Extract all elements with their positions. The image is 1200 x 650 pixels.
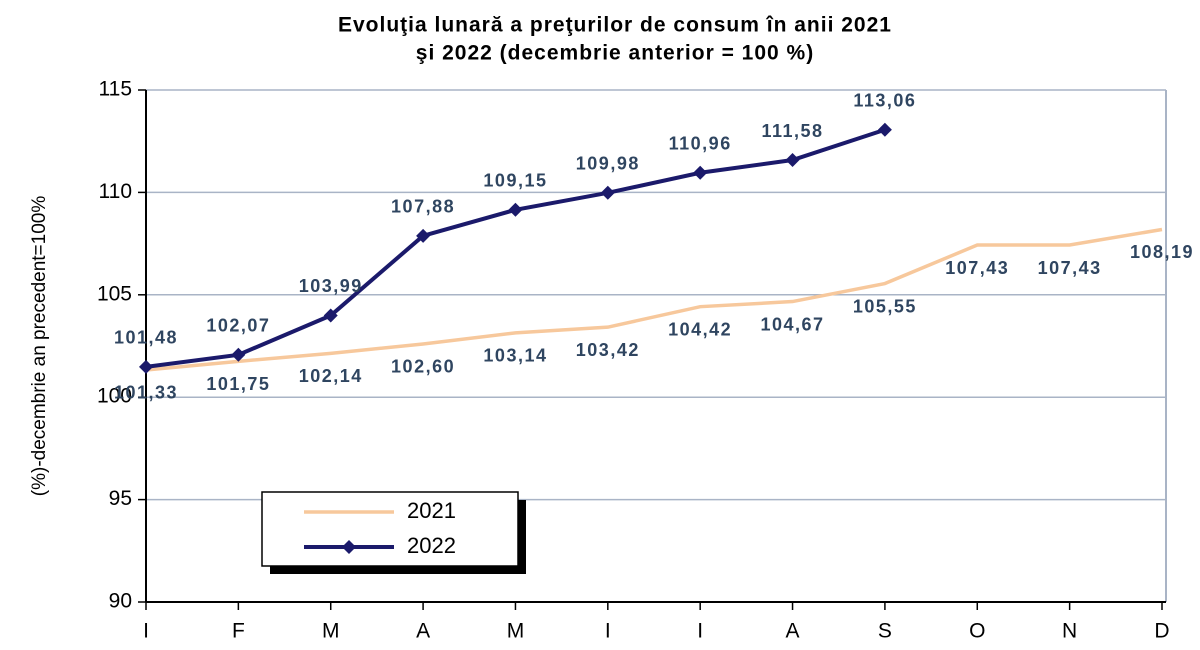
y-tick-label: 100 <box>97 385 132 408</box>
data-label: 101,75 <box>206 374 270 394</box>
data-label: 101,33 <box>114 383 178 403</box>
data-label: 107,43 <box>945 258 1009 278</box>
marker <box>877 122 892 137</box>
x-tick-label: I <box>697 620 703 643</box>
y-tick-label: 110 <box>99 180 132 203</box>
data-label: 107,43 <box>1038 258 1102 278</box>
data-label: 102,60 <box>391 357 455 377</box>
x-tick-label: A <box>416 620 430 643</box>
data-label: 108,19 <box>1130 242 1194 262</box>
chart-title: Evoluţia lunară a preţurilor de consum î… <box>338 14 892 37</box>
data-label: 109,15 <box>483 171 547 191</box>
y-tick-label: 95 <box>109 487 132 510</box>
x-tick-label: N <box>1062 620 1077 643</box>
y-tick-label: 105 <box>97 282 132 305</box>
marker <box>231 347 246 362</box>
x-tick-label: S <box>878 620 892 643</box>
x-tick-label: M <box>322 620 340 643</box>
data-label: 109,98 <box>576 154 640 174</box>
x-tick-label: A <box>786 620 800 643</box>
chart-title: şi 2022 (decembrie anterior = 100 %) <box>416 42 814 65</box>
y-axis-label: (%)-decembrie an precedent=100% <box>29 196 50 497</box>
x-tick-label: I <box>605 620 611 643</box>
data-label: 110,96 <box>669 133 732 153</box>
data-label: 111,58 <box>762 121 824 141</box>
data-label: 103,99 <box>299 276 363 296</box>
data-label: 102,07 <box>206 316 270 336</box>
x-tick-label: D <box>1154 620 1169 643</box>
marker <box>600 185 615 200</box>
x-tick-label: F <box>232 620 245 643</box>
data-label: 102,14 <box>299 366 363 386</box>
legend-label: 2021 <box>407 498 456 523</box>
marker <box>323 308 338 323</box>
x-tick-label: I <box>143 620 149 643</box>
data-label: 107,88 <box>391 197 455 217</box>
data-label: 103,14 <box>483 346 547 366</box>
series-line <box>145 227 1163 372</box>
marker <box>508 202 523 217</box>
legend <box>261 491 519 567</box>
data-label: 104,42 <box>668 319 732 339</box>
x-tick-label: O <box>969 620 985 643</box>
x-tick-label: M <box>507 620 525 643</box>
legend-marker <box>342 540 356 554</box>
marker <box>693 165 708 180</box>
marker <box>139 359 153 374</box>
data-label: 101,48 <box>114 328 178 348</box>
data-label: 104,67 <box>761 314 825 334</box>
data-label: 105,55 <box>853 296 917 316</box>
y-tick-label: 115 <box>99 78 132 101</box>
data-label: 113,06 <box>853 90 916 110</box>
marker <box>416 228 431 243</box>
y-tick-label: 90 <box>109 590 132 613</box>
data-label: 103,42 <box>576 340 640 360</box>
marker <box>785 153 800 168</box>
legend-label: 2022 <box>407 533 456 558</box>
